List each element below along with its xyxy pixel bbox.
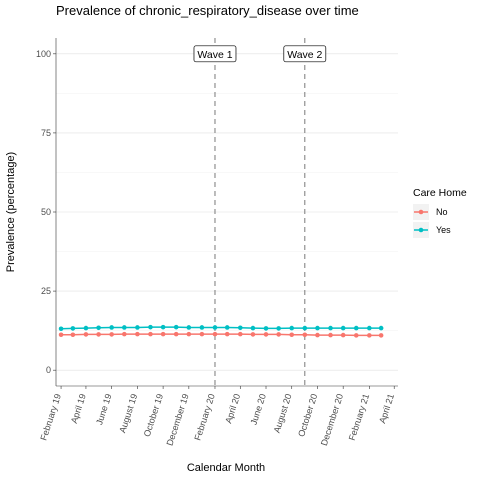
data-point-no — [212, 331, 218, 337]
data-point-no — [199, 331, 205, 337]
data-point-no — [315, 332, 320, 338]
data-point-yes — [353, 325, 359, 331]
data-point-yes — [367, 325, 372, 331]
data-point-yes — [109, 325, 114, 330]
wave-label: Wave 2 — [287, 49, 322, 61]
legend-key-point — [418, 209, 424, 215]
wave-label-box — [193, 45, 237, 63]
series-line-yes — [61, 326, 382, 330]
y-axis-title: Prevalence (percentage) — [5, 152, 17, 272]
data-point-no — [70, 332, 76, 338]
data-point-yes — [289, 325, 295, 331]
data-point-yes — [96, 325, 101, 331]
series-layer — [58, 324, 384, 338]
data-point-no — [289, 332, 295, 338]
data-point-no — [160, 331, 166, 337]
data-point-no — [237, 331, 243, 337]
data-point-yes — [237, 325, 243, 331]
data-point-no — [276, 332, 281, 337]
x-tick-label: April 19 — [69, 393, 88, 425]
data-point-yes — [276, 326, 281, 331]
data-point-no — [83, 332, 89, 337]
data-point-yes — [328, 325, 333, 331]
x-tick-label: October 20 — [296, 393, 319, 438]
x-tick-label: August 19 — [117, 393, 139, 435]
x-tick-label: June 20 — [249, 393, 268, 427]
data-point-yes — [135, 325, 140, 330]
series-line-no — [61, 333, 382, 337]
data-point-no — [173, 331, 179, 337]
data-point-yes — [199, 325, 205, 330]
data-point-no — [367, 333, 372, 338]
x-tick-label: December 20 — [319, 393, 345, 447]
data-point-yes — [250, 325, 256, 331]
y-tick-label: 0 — [46, 365, 51, 375]
data-point-yes — [173, 324, 179, 330]
x-tick-label: December 19 — [165, 393, 191, 447]
data-point-yes — [70, 326, 76, 331]
grid — [56, 53, 398, 371]
data-point-no — [58, 332, 64, 338]
y-tick-label: 75 — [41, 128, 51, 138]
data-point-yes — [58, 326, 64, 332]
x-tick-label: April 21 — [377, 393, 396, 425]
data-point-yes — [378, 325, 384, 331]
data-point-no — [96, 332, 101, 337]
data-point-no — [250, 332, 256, 337]
x-tick-label: February 21 — [347, 393, 372, 442]
data-point-yes — [148, 324, 153, 330]
legend: Care Home No Yes — [413, 187, 467, 238]
data-point-no — [224, 331, 230, 337]
x-tick-label: February 20 — [192, 393, 217, 442]
data-point-yes — [263, 326, 269, 331]
data-point-yes — [160, 324, 166, 330]
legend-key-point — [418, 227, 424, 233]
data-point-no — [186, 331, 192, 337]
x-tick-label: August 20 — [272, 393, 294, 435]
legend-label: No — [436, 207, 448, 217]
x-tick-label: April 20 — [223, 393, 242, 425]
wave-label: Wave 1 — [197, 49, 232, 61]
annotations: Wave 1 Wave 2 — [193, 45, 327, 63]
data-point-no — [148, 331, 153, 337]
y-tick-label: 100 — [36, 49, 51, 59]
data-point-yes — [83, 325, 89, 331]
data-point-yes — [302, 325, 308, 331]
data-point-yes — [212, 325, 218, 330]
data-point-no — [353, 333, 359, 338]
data-point-no — [109, 332, 114, 337]
data-point-yes — [224, 325, 230, 330]
x-tick-label: June 19 — [94, 393, 113, 427]
data-point-yes — [315, 325, 320, 331]
y-tick-label: 25 — [41, 286, 51, 296]
x-axis-title: Calendar Month — [187, 462, 265, 474]
y-tick-label: 50 — [41, 207, 51, 217]
data-point-no — [263, 332, 269, 337]
data-point-yes — [122, 325, 127, 330]
chart-title: Prevalence of chronic_respiratory_diseas… — [56, 3, 359, 18]
data-point-no — [340, 332, 346, 338]
legend-title: Care Home — [413, 187, 467, 199]
axes — [53, 38, 398, 389]
data-point-no — [135, 331, 140, 337]
legend-label: Yes — [436, 225, 451, 235]
data-point-no — [122, 331, 127, 337]
data-point-yes — [340, 325, 346, 331]
x-tick-label: October 19 — [142, 393, 165, 438]
data-point-yes — [186, 325, 192, 330]
x-tick-label: February 19 — [38, 393, 63, 442]
wave-label-box — [283, 45, 327, 63]
data-point-no — [328, 332, 333, 338]
data-point-no — [378, 333, 384, 338]
data-point-no — [302, 332, 308, 338]
